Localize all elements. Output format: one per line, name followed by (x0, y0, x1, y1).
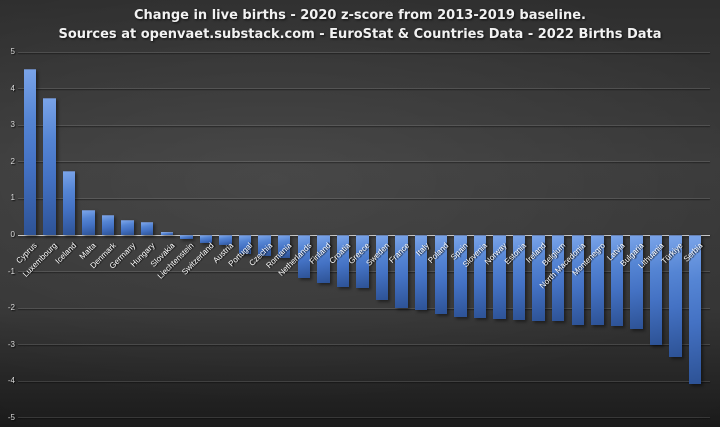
bar-slovenia (473, 235, 487, 319)
bar-spain (454, 235, 467, 317)
bar-slovakia (160, 232, 174, 235)
y-tick-label-3: 3 (10, 120, 15, 130)
gridline-2 (18, 161, 710, 163)
bar-bulgaria (630, 235, 643, 329)
bar-sweden (375, 235, 389, 301)
bar-romania (277, 235, 291, 258)
y-tick-label-2: 2 (10, 156, 15, 166)
bar-latvia (610, 235, 624, 327)
bar-luxembourg (43, 98, 56, 235)
bar-cyprus (23, 68, 37, 235)
bar-czechia (258, 235, 271, 256)
bar-greece (356, 235, 369, 289)
y-tick-label--4: -4 (7, 376, 15, 386)
gridline--5 (18, 417, 710, 419)
gridline-5 (18, 51, 710, 53)
gridline-3 (18, 124, 710, 126)
bar-denmark (101, 214, 115, 235)
gridline--4 (18, 380, 710, 382)
gridline-1 (18, 197, 710, 199)
bar-türkiye (669, 235, 682, 358)
bar-estonia (512, 235, 526, 320)
bar-belgium (551, 235, 565, 322)
bar-lithuania (649, 235, 663, 345)
bar-montenegro (591, 235, 604, 326)
y-tick-label--3: -3 (7, 339, 15, 349)
bar-malta (82, 209, 95, 235)
bar-finland (317, 235, 330, 284)
y-tick-label--1: -1 (7, 266, 15, 276)
chart-title: Change in live births - 2020 z-score fro… (0, 6, 720, 44)
bar-netherlands (297, 235, 311, 278)
chart-title-line2: Sources at openvaet.substack.com - EuroS… (58, 27, 662, 42)
bar-croatia (336, 235, 350, 287)
bar-portugal (238, 235, 252, 254)
y-tick-label-4: 4 (10, 83, 15, 93)
chart-title-line1: Change in live births - 2020 z-score fro… (134, 8, 586, 23)
y-tick-label-5: 5 (10, 47, 15, 57)
category-label-iceland: Iceland (53, 241, 79, 266)
bar-ireland (532, 235, 545, 321)
bar-hungary (140, 222, 154, 235)
gridline-4 (18, 88, 710, 90)
bar-germany (121, 220, 134, 235)
y-tick-label-1: 1 (10, 193, 15, 203)
bar-liechtenstein (180, 235, 193, 240)
gridline--3 (18, 344, 710, 346)
y-tick-label-0: 0 (10, 230, 15, 239)
bar-italy (414, 235, 428, 310)
y-tick-label--2: -2 (7, 303, 15, 313)
bar-iceland (62, 170, 76, 235)
y-tick-label--5: -5 (7, 412, 15, 422)
bar-france (395, 235, 408, 309)
bar-north-macedonia (571, 235, 584, 325)
gridline--2 (18, 307, 710, 309)
bar-norway (493, 235, 506, 320)
bar-switzerland (199, 235, 213, 243)
bar-serbia (688, 235, 702, 385)
bar-poland (434, 235, 448, 314)
bar-austria (219, 235, 232, 245)
